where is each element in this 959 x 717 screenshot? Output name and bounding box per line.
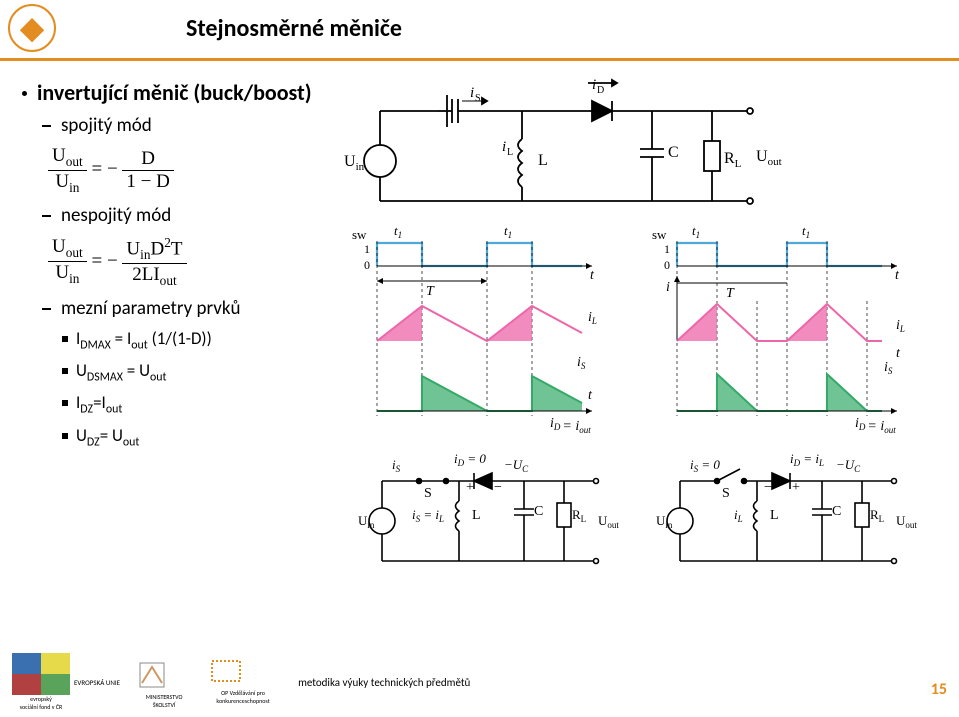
item-1: IDMAX = Iout (1/(1-D))	[12, 328, 342, 352]
svg-text:Uout: Uout	[598, 513, 619, 530]
svg-text:sw: sw	[652, 227, 667, 242]
svg-text:−: −	[764, 480, 772, 495]
svg-text:iD = 0: iD = 0	[454, 451, 486, 468]
esf-logo: evropskýsociální fond v ČR	[12, 653, 70, 711]
svg-text:t: t	[590, 268, 595, 283]
svg-text:−: −	[494, 480, 502, 495]
svg-text:iD= iout: iD= iout	[550, 416, 591, 435]
svg-text:iS = 0: iS = 0	[690, 457, 720, 474]
logo-flame-icon: ◆	[20, 10, 43, 47]
diagrams: iS iD iL Uin L C RL Uout sw 1 0 t	[342, 71, 947, 591]
svg-text:iL: iL	[588, 310, 597, 326]
svg-text:L: L	[472, 508, 481, 523]
svg-text:−UC: −UC	[836, 457, 861, 474]
left-column: invertující měnič (buck/boost) spojitý m…	[12, 71, 342, 591]
page-title: Stejnosměrné měniče	[186, 14, 402, 43]
svg-text:Uin: Uin	[358, 513, 375, 530]
eu-label: EVROPSKÁ UNIE	[74, 678, 120, 687]
waveforms: sw 1 0 t t1 t1 T i	[342, 221, 942, 451]
svg-text:iL: iL	[734, 507, 743, 524]
header: ◆ Stejnosměrné měniče	[0, 0, 959, 61]
svg-text:t1: t1	[692, 223, 700, 240]
svg-text:t1: t1	[802, 223, 810, 240]
svg-text:iL: iL	[896, 318, 905, 334]
top-circuit: iS iD iL Uin L C RL Uout	[342, 71, 782, 221]
svg-text:Uout: Uout	[896, 513, 917, 530]
svg-text:Uin: Uin	[656, 513, 673, 530]
svg-text:sw: sw	[352, 227, 367, 242]
svg-text:C: C	[832, 504, 841, 519]
content: invertující měnič (buck/boost) spojitý m…	[0, 61, 959, 601]
svg-text:RL: RL	[572, 507, 586, 524]
svg-text:C: C	[534, 504, 543, 519]
footer-text: metodika výuky technických předmětů	[298, 676, 470, 689]
sub-bullet-1: spojitý mód	[12, 114, 342, 137]
svg-text:L: L	[507, 147, 513, 158]
svg-text:−UC: −UC	[504, 457, 529, 474]
svg-text:T: T	[426, 284, 435, 299]
opvk-logo: OP Vzdělávání pro konkurenceschopnost	[208, 657, 278, 707]
logo: ◆	[8, 4, 56, 52]
main-bullet: invertující měnič (buck/boost)	[12, 79, 342, 106]
svg-text:iS: iS	[884, 360, 893, 376]
sub-bullet-3: mezní parametry prvků	[12, 297, 342, 320]
item-2: UDSMAX = Uout	[12, 360, 342, 384]
page-number: 15	[931, 680, 947, 699]
svg-text:0: 0	[364, 258, 370, 272]
svg-text:RL: RL	[724, 150, 742, 170]
svg-text:L: L	[538, 152, 548, 169]
svg-text:iD= iout: iD= iout	[855, 416, 896, 435]
svg-text:1: 1	[664, 242, 670, 256]
svg-text:0: 0	[664, 258, 670, 272]
bottom-circuits: S + − L C RL Uin Uout iS iD = 0 −UC iS =…	[342, 451, 942, 591]
equation-2: UoutUin = − UinD2T2LIout	[48, 235, 342, 289]
svg-text:i: i	[666, 280, 670, 295]
item-4: UDZ= Uout	[12, 425, 342, 449]
svg-text:1: 1	[364, 242, 370, 256]
svg-text:Uin: Uin	[344, 153, 365, 173]
svg-text:S: S	[475, 93, 481, 104]
svg-text:RL: RL	[870, 507, 884, 524]
svg-text:L: L	[770, 508, 779, 523]
svg-text:iS = iL: iS = iL	[412, 507, 444, 524]
svg-text:iS: iS	[392, 457, 401, 474]
svg-text:S: S	[424, 486, 432, 501]
svg-text:t: t	[588, 388, 593, 403]
equation-1: UoutUin = − D1 − D	[48, 145, 342, 196]
svg-text:i: i	[470, 85, 474, 101]
svg-text:t1: t1	[504, 223, 512, 240]
svg-text:i: i	[592, 77, 596, 93]
svg-text:D: D	[597, 85, 604, 96]
svg-text:Uout: Uout	[756, 148, 782, 168]
footer: evropskýsociální fond v ČR EVROPSKÁ UNIE…	[0, 647, 959, 717]
item-3: IDZ=Iout	[12, 392, 342, 416]
svg-text:i: i	[502, 139, 506, 155]
sub-bullet-2: nespojitý mód	[12, 204, 342, 227]
svg-text:t: t	[895, 268, 900, 283]
svg-text:S: S	[722, 486, 730, 501]
svg-text:iS: iS	[577, 355, 586, 371]
svg-text:t1: t1	[394, 223, 402, 240]
msmt-logo: MINISTERSTVO ŠKOLSTVÍ	[134, 657, 194, 707]
svg-text:t: t	[896, 346, 901, 361]
svg-text:T: T	[726, 286, 735, 301]
svg-text:C: C	[668, 144, 679, 161]
svg-text:iD = iL: iD = iL	[790, 451, 824, 468]
svg-text:+: +	[466, 480, 474, 495]
svg-text:+: +	[792, 480, 800, 495]
